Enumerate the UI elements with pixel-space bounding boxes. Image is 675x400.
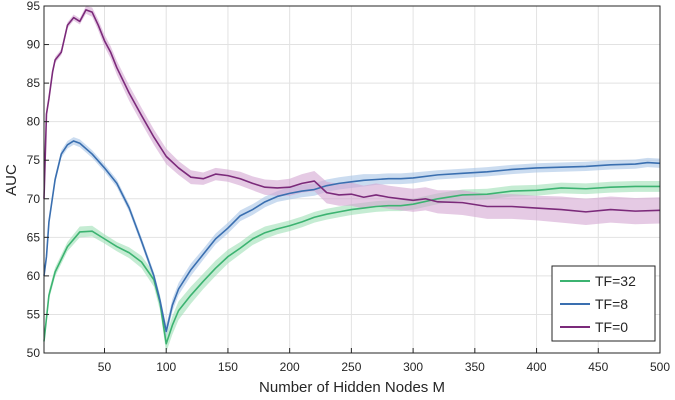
confidence-bands (44, 6, 660, 353)
x-axis-ticks: 50 100 150 200 250 300 350 400 450 500 (98, 348, 670, 374)
series-lines (43, 9, 661, 345)
legend-label-tf-32: TF=32 (595, 273, 636, 289)
y-tick-label: 60 (27, 269, 41, 283)
y-tick-label: 70 (27, 192, 41, 206)
x-tick-label: 250 (341, 360, 361, 374)
y-tick-label: 85 (27, 76, 41, 90)
x-tick-label: 200 (280, 360, 300, 374)
x-tick-label: 450 (588, 360, 608, 374)
y-axis-ticks: 50 55 60 65 70 75 80 85 90 95 (27, 0, 49, 360)
legend: TF=32 TF=8 TF=0 (551, 265, 656, 342)
x-tick-label: 100 (156, 360, 176, 374)
line-tf-32 (43, 185, 660, 345)
x-tick-label: 50 (98, 360, 112, 374)
y-axis-label: AUC (3, 164, 20, 196)
y-tick-label: 75 (27, 153, 41, 167)
x-tick-label: 400 (527, 360, 547, 374)
y-tick-label: 90 (27, 38, 41, 52)
y-tick-label: 50 (27, 346, 41, 360)
line-tf-8 (43, 140, 661, 333)
legend-label-tf-0: TF=0 (595, 319, 628, 335)
plot-area-frame (43, 5, 661, 354)
band-tf-0 (44, 6, 660, 225)
legend-label-tf-8: TF=8 (595, 296, 628, 312)
y-tick-label: 95 (27, 0, 41, 13)
line-tf-0 (43, 9, 661, 213)
x-tick-label: 150 (218, 360, 238, 374)
y-tick-label: 65 (27, 230, 41, 244)
x-tick-label: 350 (465, 360, 485, 374)
y-tick-label: 55 (27, 307, 41, 321)
band-tf-8 (44, 137, 660, 338)
x-tick-label: 500 (650, 360, 670, 374)
x-axis-label: Number of Hidden Nodes M (259, 379, 445, 396)
y-tick-label: 80 (27, 115, 41, 129)
x-tick-label: 300 (403, 360, 423, 374)
